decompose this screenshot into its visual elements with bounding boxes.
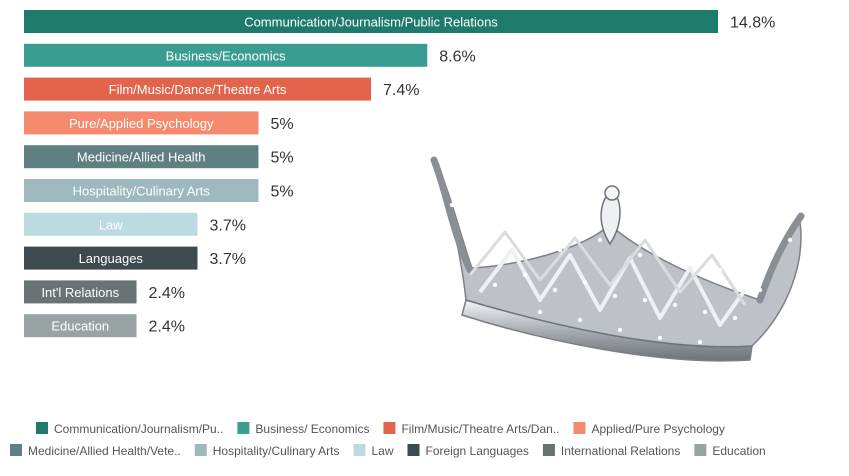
bar-value-label: 8.6%	[439, 48, 475, 65]
bar	[24, 212, 198, 236]
bar-category-label: Law	[99, 217, 123, 232]
bar-category-label: Medicine/Allied Health	[77, 150, 206, 165]
legend-swatch	[383, 422, 396, 434]
bar-category-label: Film/Music/Dance/Theatre Arts	[109, 82, 287, 97]
bar	[24, 280, 137, 304]
legend-entry: Communication/Journalism/Pu..	[54, 422, 223, 436]
legend-swatch	[353, 444, 366, 456]
bar	[24, 111, 259, 135]
legend-entry: Applied/Pure Psychology	[592, 422, 725, 436]
bar-category-label: Communication/Journalism/Public Relation…	[244, 15, 498, 30]
bar-category-label: Pure/Applied Psychology	[69, 116, 214, 131]
legend-swatch	[237, 422, 250, 434]
legend-swatch	[542, 444, 555, 456]
bar-category-label: Languages	[79, 251, 144, 266]
tiara-crown-image	[430, 156, 805, 362]
legend-entry: Hospitality/Culinary Arts	[213, 444, 340, 458]
bar	[24, 43, 428, 67]
bar	[24, 10, 718, 33]
legend-entry: Education	[712, 444, 765, 458]
legend-entry: Law	[371, 444, 393, 458]
bar	[24, 246, 198, 270]
bar	[24, 314, 137, 338]
bar-value-label: 3.7%	[210, 217, 246, 234]
legend-entry: International Relations	[561, 444, 680, 458]
bar-value-label: 5%	[270, 184, 293, 201]
bar-value-label: 5%	[270, 150, 293, 167]
bar	[24, 179, 259, 202]
legend-swatch	[407, 444, 420, 456]
legend-entry: Film/Music/Theatre Arts/Dan..	[401, 422, 559, 436]
legend-swatch	[10, 444, 22, 456]
bar-group: Communication/Journalism/Public Relation…	[24, 10, 775, 338]
legend-swatch	[194, 444, 207, 456]
bar-value-label: 5%	[270, 116, 293, 133]
legend-entry: Medicine/Allied Health/Vete..	[28, 444, 181, 458]
bar-value-label: 2.4%	[149, 285, 185, 302]
bar-category-label: Business/Economics	[166, 48, 286, 63]
legend-swatch	[36, 422, 48, 434]
legend-swatch	[573, 422, 586, 434]
bar-category-label: Education	[51, 319, 109, 334]
bar	[24, 145, 259, 169]
bar-value-label: 3.7%	[210, 251, 246, 268]
bar-value-label: 14.8%	[730, 15, 775, 32]
bar-value-label: 7.4%	[383, 82, 419, 99]
bar-category-label: Int'l Relations	[41, 285, 119, 300]
bar-value-label: 2.4%	[149, 319, 185, 336]
legend: Communication/Journalism/Pu.. Business/ E…	[10, 422, 766, 458]
legend-swatch	[694, 444, 707, 456]
bar-category-label: Hospitality/Culinary Arts	[73, 184, 211, 199]
bar	[24, 77, 371, 101]
legend-entry: Foreign Languages	[426, 444, 529, 458]
legend-entry: Business/ Economics	[255, 422, 369, 436]
